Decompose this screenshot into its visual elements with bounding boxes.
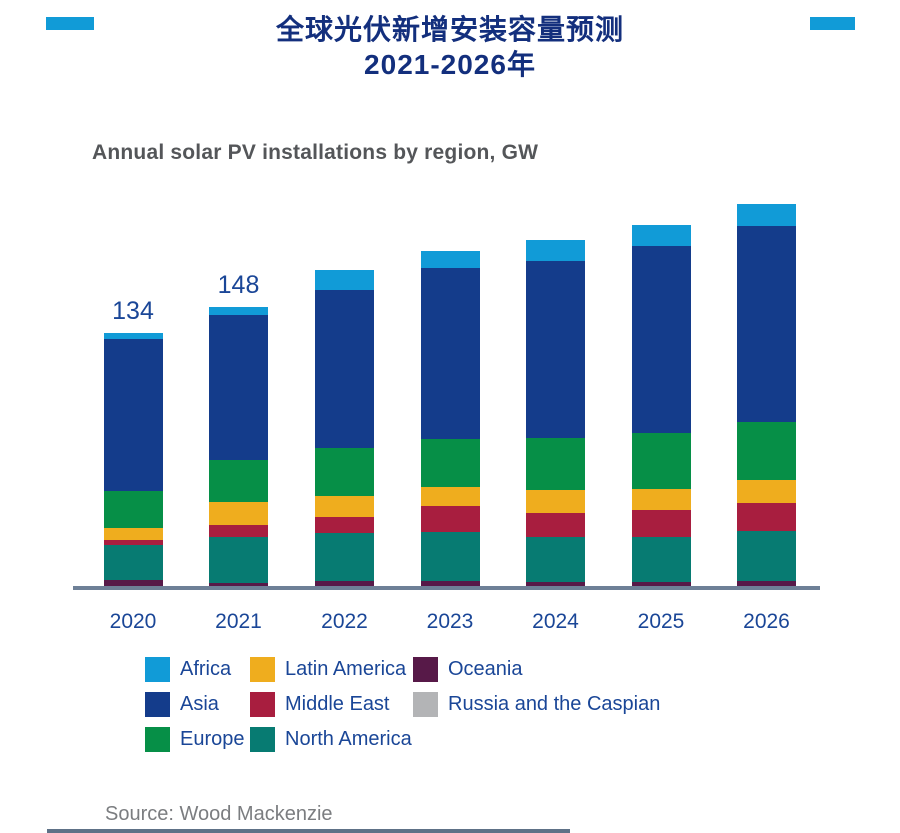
bar-segment-oceania-2024 xyxy=(526,582,585,589)
bar-segment-oceania-2021 xyxy=(209,583,268,589)
legend-swatch-north-america xyxy=(250,727,275,752)
legend-label-asia: Asia xyxy=(180,693,219,715)
bar-segment-europe-2023 xyxy=(420,439,480,487)
x-tick-2025: 2025 xyxy=(637,610,685,633)
x-axis-line xyxy=(73,586,820,590)
bar-segment-middle-east-2022 xyxy=(315,517,374,533)
bar-segment-europe-2020 xyxy=(103,490,163,528)
bar-segment-europe-2025 xyxy=(631,432,691,489)
bar-segment-oceania-2026 xyxy=(737,581,796,588)
bar-segment-africa-2020 xyxy=(103,333,163,340)
bar-segment-middle-east-2025 xyxy=(631,509,691,537)
bar-segment-latin-america-2025 xyxy=(631,488,691,510)
x-tick-2023: 2023 xyxy=(426,610,474,633)
bar-segment-north-america-2020 xyxy=(103,545,163,581)
bar-segment-oceania-2020 xyxy=(103,580,163,589)
page-title: 全球光伏新增安装容量预测 2021-2026年 xyxy=(0,12,900,82)
bar-segment-latin-america-2022 xyxy=(315,495,374,518)
legend-swatch-africa xyxy=(145,657,170,682)
legend-label-oceania: Oceania xyxy=(448,658,523,680)
bar-segment-asia-2021 xyxy=(209,315,268,461)
bar-segment-europe-2021 xyxy=(209,460,268,503)
accent-bar-left xyxy=(46,17,94,30)
bar-segment-middle-east-2020 xyxy=(103,540,163,546)
bar-segment-north-america-2022 xyxy=(315,532,374,582)
bar-segment-asia-2020 xyxy=(103,339,163,491)
bar-segment-middle-east-2021 xyxy=(209,525,268,537)
bar-segment-africa-2024 xyxy=(526,239,585,261)
bar-segment-middle-east-2023 xyxy=(420,506,480,532)
legend-item-asia: Asia xyxy=(145,692,219,717)
legend-label-africa: Africa xyxy=(180,658,232,680)
bar-segment-middle-east-2024 xyxy=(526,512,585,537)
legend-label-latin-america: Latin America xyxy=(285,658,407,680)
bar-segment-oceania-2022 xyxy=(315,581,374,589)
bottom-divider-line xyxy=(47,829,570,833)
bar-total-label-2020: 134 xyxy=(112,297,154,326)
x-tick-2022: 2022 xyxy=(321,610,368,633)
source-note: Source: Wood Mackenzie xyxy=(105,803,333,825)
bar-segment-asia-2026 xyxy=(737,225,796,423)
legend-label-russia-and-the-caspian: Russia and the Caspian xyxy=(448,693,661,715)
legend-label-europe: Europe xyxy=(180,728,245,750)
accent-bar-right xyxy=(810,17,855,30)
bar-segment-north-america-2024 xyxy=(526,536,585,583)
bar-segment-africa-2025 xyxy=(631,224,691,246)
bar-segment-asia-2022 xyxy=(315,289,374,448)
bar-segment-north-america-2021 xyxy=(209,536,268,584)
bar-total-label-2021: 148 xyxy=(217,270,260,299)
legend-item-oceania: Oceania xyxy=(413,657,523,682)
page-title-line1: 全球光伏新增安装容量预测 xyxy=(275,14,624,45)
legend-item-russia-and-the-caspian: Russia and the Caspian xyxy=(413,692,660,717)
page-title-line2: 2021-2026年 xyxy=(364,49,536,80)
bar-segment-north-america-2025 xyxy=(631,536,691,583)
legend-swatch-oceania xyxy=(413,657,438,682)
bar-segment-oceania-2025 xyxy=(631,582,691,589)
legend-item-north-america: North America xyxy=(250,727,412,752)
x-tick-2024: 2024 xyxy=(532,610,579,633)
bar-segment-asia-2023 xyxy=(420,267,480,440)
bar-segment-latin-america-2026 xyxy=(737,480,796,504)
legend-item-middle-east: Middle East xyxy=(250,692,390,717)
bar-segment-north-america-2026 xyxy=(737,530,796,582)
bar-segment-oceania-2023 xyxy=(420,581,480,589)
legend-swatch-middle-east xyxy=(250,692,275,717)
legend-item-latin-america: Latin America xyxy=(250,657,406,682)
bar-segment-middle-east-2026 xyxy=(737,503,796,531)
bar-segment-africa-2021 xyxy=(209,306,268,316)
x-tick-2026: 2026 xyxy=(743,610,790,633)
bar-segment-europe-2026 xyxy=(737,422,796,481)
bar-segment-latin-america-2023 xyxy=(420,486,480,506)
legend-label-north-america: North America xyxy=(285,728,412,750)
bar-segment-asia-2025 xyxy=(631,245,691,433)
bar-segment-latin-america-2024 xyxy=(526,489,585,513)
legend-swatch-latin-america xyxy=(250,657,275,682)
bar-segment-latin-america-2021 xyxy=(209,502,268,526)
bar-segment-latin-america-2020 xyxy=(103,527,163,541)
bar-segment-africa-2022 xyxy=(315,270,374,290)
bar-segment-africa-2026 xyxy=(737,203,796,226)
bar-segment-europe-2024 xyxy=(526,438,585,490)
legend-item-europe: Europe xyxy=(145,727,245,752)
legend-swatch-europe xyxy=(145,727,170,752)
bar-segment-africa-2023 xyxy=(420,251,480,268)
legend-swatch-russia-and-the-caspian xyxy=(413,692,438,717)
x-tick-2021: 2021 xyxy=(215,610,262,633)
chart-subtitle: Annual solar PV installations by region,… xyxy=(92,141,539,164)
legend-label-middle-east: Middle East xyxy=(285,693,390,715)
bar-segment-asia-2024 xyxy=(526,260,585,439)
legend-swatch-asia xyxy=(145,692,170,717)
bar-segment-europe-2022 xyxy=(315,447,374,496)
legend-item-africa: Africa xyxy=(145,657,231,682)
x-tick-2020: 2020 xyxy=(109,610,157,633)
bar-segment-north-america-2023 xyxy=(420,531,480,582)
